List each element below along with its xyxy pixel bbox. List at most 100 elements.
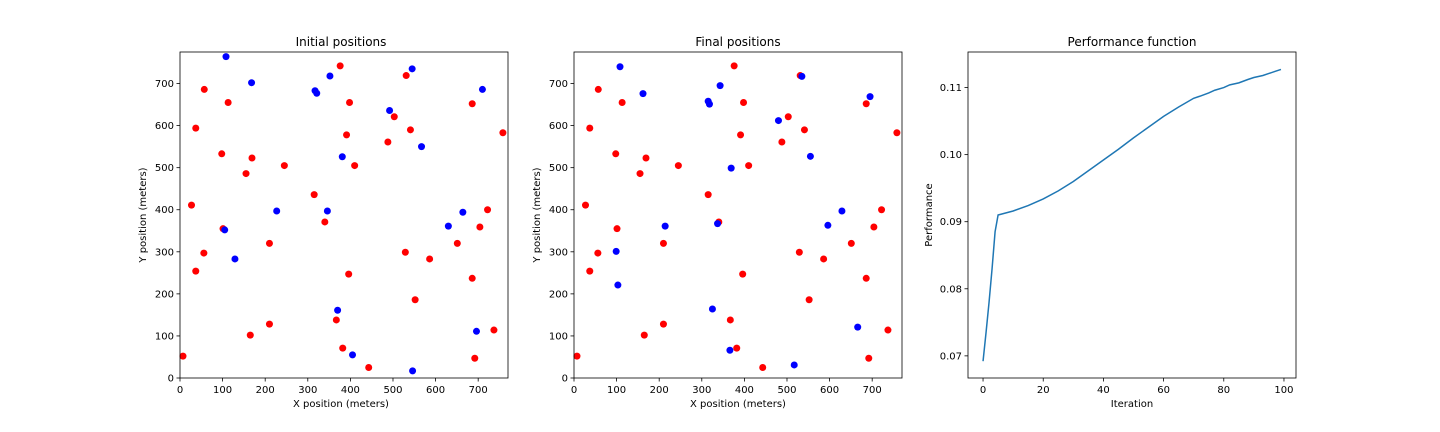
initial-positions-red-point — [321, 218, 329, 226]
initial-positions-red-point — [484, 206, 492, 214]
final-positions-blue-point — [798, 72, 806, 80]
final-positions-blue-point — [806, 152, 814, 160]
initial-positions-title: Initial positions — [296, 35, 387, 49]
final-positions-blue-point — [639, 90, 647, 98]
initial-positions-red-point — [468, 100, 476, 108]
initial-positions-blue-point — [221, 226, 229, 234]
initial-positions-red-point — [242, 170, 250, 178]
final-positions-red-point — [659, 320, 667, 328]
final-positions-red-point — [613, 225, 621, 233]
initial-positions-red-point — [345, 270, 353, 278]
initial-positions-red-point — [192, 267, 200, 275]
final-positions-ytick-label: 0 — [562, 374, 568, 385]
performance-function-title: Performance function — [1068, 35, 1197, 49]
final-positions-red-point — [674, 162, 682, 170]
initial-positions-ytick-label: 500 — [155, 163, 174, 174]
initial-positions-xtick-label: 600 — [426, 385, 445, 396]
initial-positions-blue-point — [338, 153, 346, 161]
final-positions-xtick-label: 300 — [692, 385, 711, 396]
initial-positions-xtick-label: 100 — [213, 385, 232, 396]
performance-function-xtick-label: 40 — [1097, 385, 1110, 396]
final-positions-red-point — [737, 131, 745, 139]
final-positions-red-point — [730, 62, 738, 70]
performance-function-ytick-label: 0.10 — [940, 150, 962, 161]
initial-positions-blue-point — [231, 255, 239, 263]
final-positions-xtick-label: 600 — [820, 385, 839, 396]
final-positions-red-point — [870, 223, 878, 231]
final-positions-xtick-label: 0 — [571, 385, 577, 396]
initial-positions-red-point — [476, 223, 484, 231]
final-positions-blue-point — [866, 93, 874, 101]
initial-positions-red-point — [468, 274, 476, 282]
performance-function-ytick-label: 0.11 — [940, 83, 962, 94]
performance-function-xtick-label: 80 — [1217, 385, 1230, 396]
final-positions-blue-point — [616, 63, 624, 71]
final-positions-blue-point — [716, 82, 724, 90]
initial-positions-red-point — [490, 326, 498, 334]
initial-positions-blue-point — [418, 143, 426, 151]
final-positions-red-point — [659, 239, 667, 247]
final-positions-red-point — [795, 248, 803, 256]
final-positions-blue-point — [854, 323, 862, 331]
final-positions-blue-point — [714, 220, 722, 228]
performance-function-xtick-label: 60 — [1157, 385, 1170, 396]
final-positions-red-point — [594, 249, 602, 257]
final-positions-red-point — [642, 154, 650, 162]
initial-positions-red-point — [453, 239, 461, 247]
performance-function-xtick-label: 0 — [980, 385, 986, 396]
initial-positions-ytick-label: 0 — [168, 374, 174, 385]
performance-function-ytick-label: 0.08 — [940, 284, 962, 295]
initial-positions-blue-point — [349, 351, 357, 359]
final-positions-red-point — [594, 85, 602, 93]
initial-positions-red-point — [224, 98, 232, 106]
final-positions-xtick-label: 200 — [650, 385, 669, 396]
final-positions-red-point — [884, 326, 892, 334]
final-positions-ytick-label: 400 — [549, 205, 568, 216]
final-positions-blue-point — [790, 361, 798, 369]
final-positions-red-point — [640, 331, 648, 339]
final-positions-red-point — [586, 124, 594, 132]
final-positions-red-point — [704, 191, 712, 199]
final-positions-ytick-label: 500 — [549, 163, 568, 174]
initial-positions-blue-point — [409, 367, 417, 375]
final-positions-red-point — [878, 206, 886, 214]
initial-positions-red-point — [265, 239, 273, 247]
performance-function-xtick-label: 100 — [1274, 385, 1293, 396]
final-positions-ytick-label: 100 — [549, 331, 568, 342]
final-positions-axes-frame — [573, 51, 903, 379]
initial-positions-red-point — [499, 129, 507, 137]
final-positions-title: Final positions — [695, 35, 780, 49]
initial-positions-blue-point — [323, 207, 331, 215]
initial-positions-red-point — [384, 138, 392, 146]
initial-positions-red-point — [332, 316, 340, 324]
initial-positions-ytick-label: 100 — [155, 331, 174, 342]
initial-positions-blue-point — [472, 327, 480, 335]
initial-positions-ytick-label: 400 — [155, 205, 174, 216]
final-positions-red-point — [573, 352, 581, 360]
initial-positions-red-point — [248, 154, 256, 162]
performance-function-xlabel: Iteration — [1111, 399, 1153, 410]
final-positions-blue-point — [726, 346, 734, 354]
initial-positions-red-point — [390, 113, 398, 121]
final-positions-red-point — [847, 239, 855, 247]
initial-positions-blue-point — [248, 79, 256, 87]
initial-positions-red-point — [200, 85, 208, 93]
initial-positions-blue-point — [222, 53, 230, 61]
final-positions-red-point — [612, 150, 620, 158]
final-positions-blue-point — [708, 305, 716, 313]
initial-positions-red-point — [351, 162, 359, 170]
performance-function-xtick-label: 20 — [1037, 385, 1050, 396]
performance-function-plot: Performance function Iteration Performan… — [924, 35, 1297, 410]
final-positions-red-point — [636, 170, 644, 178]
final-positions-red-point — [805, 296, 813, 304]
initial-positions-axes-frame — [179, 51, 509, 379]
initial-positions-red-point — [200, 249, 208, 257]
final-positions-blue-point — [774, 117, 782, 125]
initial-positions-red-point — [336, 62, 344, 70]
initial-positions-ytick-label: 600 — [155, 121, 174, 132]
initial-positions-blue-point — [478, 85, 486, 93]
initial-positions-red-point — [426, 255, 434, 263]
final-positions-red-point — [739, 270, 747, 278]
performance-function-line — [982, 68, 1282, 362]
